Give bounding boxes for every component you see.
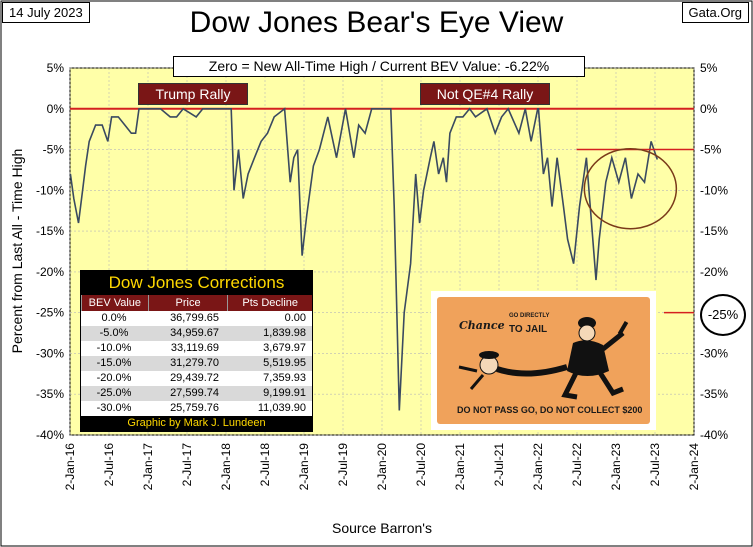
- header-price: Price: [147, 295, 228, 311]
- table-cell: 27,599.74: [170, 387, 219, 399]
- y-tick-label-right: -20%: [700, 265, 728, 279]
- x-tick-label: 2-Jan-21: [453, 443, 467, 491]
- card-bottom-text: DO NOT PASS GO, DO NOT COLLECT $200: [457, 405, 643, 415]
- y-tick-label-left: -20%: [36, 265, 64, 279]
- table-cell: 3,679.97: [263, 342, 306, 354]
- y-tick-label-right: -35%: [700, 387, 728, 401]
- x-tick-label: 2-Jan-17: [141, 443, 155, 491]
- chart-title: Dow Jones Bear's Eye View: [189, 6, 564, 39]
- table-cell: 11,039.90: [257, 402, 306, 414]
- x-tick-label: 2-Jul-16: [102, 443, 116, 487]
- table-cell: -30.0%: [96, 402, 132, 414]
- y-tick-label-left: -35%: [36, 387, 64, 401]
- table-cell: -20.0%: [96, 372, 132, 384]
- table-cell: 0.0%: [101, 312, 127, 324]
- table-cell: 7,359.93: [263, 372, 306, 384]
- y-tick-label-left: -25%: [36, 306, 64, 320]
- y-tick-label-right: -5%: [700, 143, 722, 157]
- corrections-table-title: Dow Jones Corrections: [81, 271, 312, 295]
- table-cell: -15.0%: [96, 357, 132, 369]
- y-tick-label-left: -10%: [36, 183, 64, 197]
- y-tick-label-right: 5%: [700, 61, 718, 75]
- x-tick-label: 2-Jan-18: [219, 443, 233, 491]
- x-tick-label: 2-Jan-16: [63, 443, 77, 491]
- y-tick-label-left: 0%: [47, 102, 65, 116]
- table-row: -25.0% 27,599.74 9,199.91: [81, 386, 312, 401]
- card-chance-text: Chance: [459, 319, 505, 332]
- table-cell: -10.0%: [96, 342, 132, 354]
- x-tick-label: 2-Jul-17: [180, 443, 194, 487]
- corrections-table: Dow Jones Corrections BEV Value Price Pt…: [80, 270, 313, 432]
- table-row: -10.0% 33,119.69 3,679.97: [81, 341, 312, 356]
- table-cell: 5,519.95: [263, 357, 306, 369]
- table-cell: 25,759.76: [170, 402, 219, 414]
- card-jail-text: TO JAIL: [509, 324, 548, 335]
- table-cell: -5.0%: [99, 327, 129, 339]
- table-cell: 33,119.69: [170, 342, 219, 354]
- corrections-table-footer: Graphic by Mark J. Lundeen: [81, 416, 312, 431]
- y-axis-left: 5% 0% -5% -10% -15% -20% -25% -30% -35% -40%: [36, 61, 64, 442]
- x-tick-label: 2-Jan-20: [375, 443, 389, 491]
- site-label: Gata.Org: [681, 2, 749, 23]
- y-tick-label-right: -10%: [700, 183, 728, 197]
- table-cell: 1,839.98: [263, 327, 306, 339]
- y-tick-label-left: -30%: [36, 346, 64, 360]
- minus-25-callout: -25%: [700, 294, 746, 336]
- x-tick-label: 2-Jul-21: [492, 443, 506, 487]
- x-tick-label: 2-Jul-18: [258, 443, 272, 487]
- y-tick-label-right: -15%: [700, 224, 728, 238]
- chance-card: Chance GO DIRECTLY TO JAIL DO NOT PASS G…: [437, 297, 650, 424]
- monopoly-policeman-icon: [458, 317, 629, 400]
- y-tick-label-right: 0%: [700, 102, 718, 116]
- x-axis-label: Source Barron's: [332, 520, 432, 536]
- y-tick-label-left: 5%: [47, 61, 65, 75]
- card-small-text: GO DIRECTLY: [509, 313, 550, 319]
- y-axis-label: Percent from Last All - Time High: [9, 149, 25, 354]
- current-bev-subtitle: Zero = New All-Time High / Current BEV V…: [173, 56, 585, 77]
- trump-rally-label: Trump Rally: [138, 83, 248, 105]
- y-tick-label-left: -40%: [36, 428, 64, 442]
- table-row: -5.0% 34,959.67 1,839.98: [81, 326, 312, 341]
- x-tick-label: 2-Jan-24: [687, 443, 701, 491]
- table-cell: 29,439.72: [170, 372, 219, 384]
- focus-circle: [583, 147, 678, 230]
- header-bev: BEV Value: [81, 295, 148, 311]
- go-to-jail-card: Chance GO DIRECTLY TO JAIL DO NOT PASS G…: [431, 291, 656, 430]
- table-cell: 34,959.67: [170, 327, 219, 339]
- table-row: -15.0% 31,279.70 5,519.95: [81, 356, 312, 371]
- x-tick-label: 2-Jul-20: [414, 443, 428, 487]
- table-cell: 36,799.65: [170, 312, 219, 324]
- table-row: -30.0% 25,759.76 11,039.90: [81, 401, 312, 416]
- y-tick-label-left: -5%: [43, 143, 65, 157]
- table-cell: 0.00: [284, 312, 306, 324]
- x-tick-label: 2-Jul-19: [336, 443, 350, 487]
- x-tick-label: 2-Jul-23: [648, 443, 662, 487]
- table-cell: -25.0%: [96, 387, 132, 399]
- y-axis-right: 5%0%-5%-10%-15%-20%-25%-30%-35%-40%: [700, 61, 728, 442]
- series-line: [69, 107, 659, 411]
- table-row: 0.0% 36,799.65 0.00: [81, 311, 312, 326]
- x-tick-label: 2-Jan-19: [297, 443, 311, 491]
- table-row: -20.0% 29,439.72 7,359.93: [81, 371, 312, 386]
- not-qe4-rally-label: Not QE#4 Rally: [420, 83, 550, 105]
- table-cell: 9,199.91: [263, 387, 306, 399]
- y-tick-label-left: -15%: [36, 224, 64, 238]
- header-pts: Pts Decline: [227, 295, 312, 311]
- x-tick-label: 2-Jul-22: [570, 443, 584, 487]
- table-cell: 31,279.70: [170, 357, 219, 369]
- x-tick-label: 2-Jan-23: [609, 443, 623, 491]
- corrections-table-header: BEV Value Price Pts Decline: [81, 295, 312, 311]
- x-tick-label: 2-Jan-22: [531, 443, 545, 491]
- y-tick-label-right: -30%: [700, 346, 728, 360]
- x-axis: 2-Jan-16 2-Jul-16 2-Jan-17 2-Jul-17 2-Jan-18…: [63, 443, 701, 491]
- y-tick-label-right: -40%: [700, 428, 728, 442]
- date-label: 14 July 2023: [2, 2, 90, 23]
